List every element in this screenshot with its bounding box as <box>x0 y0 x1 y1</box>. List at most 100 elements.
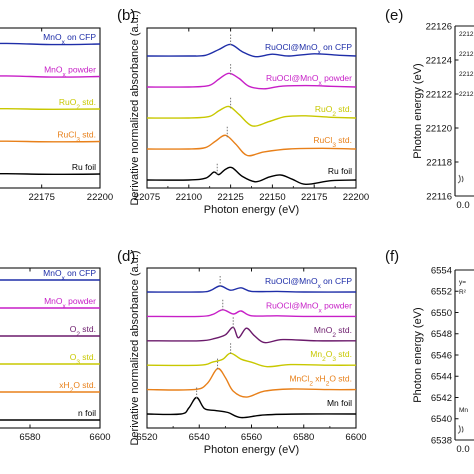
series-label: RuOCl@MnOx on CFP <box>265 42 352 56</box>
label-segment: 2 <box>322 356 326 363</box>
series-label: Ru foil <box>72 162 96 172</box>
label-segment: 2 <box>76 104 80 111</box>
series-label: MnOx on CFP <box>43 268 96 282</box>
label-segment: Mn foil <box>327 398 352 408</box>
x-tick-label: 22175 <box>301 192 327 203</box>
series-label: Ru foil <box>328 166 352 176</box>
series-label: RuO2 std. <box>59 97 96 111</box>
label-segment: MnO <box>43 32 62 42</box>
label-segment: MnO <box>314 325 333 335</box>
y-tick-label: 6552 <box>431 287 452 298</box>
label-segment: xH <box>59 380 69 390</box>
label-segment: O <box>326 349 333 359</box>
label-segment: x <box>318 49 322 56</box>
label-segment: on CFP <box>65 32 97 42</box>
label-segment: 2 <box>309 380 313 387</box>
label-segment: x <box>62 39 66 46</box>
panel-letter-d: (d) <box>117 248 135 265</box>
label-segment: std. <box>80 324 96 334</box>
annotation: y= <box>459 279 466 286</box>
annotation: Mn <box>459 407 468 414</box>
label-segment: Mn <box>310 349 322 359</box>
y-tick-label: 22126 <box>426 21 452 32</box>
y-tick-label: 22116 <box>426 191 452 202</box>
series-label: RuCl3 std. <box>313 135 352 149</box>
x-tick-label: 6560 <box>241 432 262 443</box>
x-tick-label: 22150 <box>259 192 285 203</box>
series-line <box>0 75 100 78</box>
series-label: Mn foil <box>327 398 352 408</box>
x-tick-label: 6600 <box>345 432 366 443</box>
y-tick-label: 6554 <box>431 265 452 276</box>
label-segment: x <box>62 275 66 282</box>
label-segment: MnO <box>44 65 63 75</box>
y-axis-label: Derivative normalized absorbance (a.u.) <box>129 250 141 445</box>
series-label: MnOx powder <box>44 296 96 310</box>
label-segment: 3 <box>332 356 336 363</box>
panel-f-plot: 6538 6540 6542 6544 6546 6548 6550 6552 6554 0.0 P… <box>412 265 474 455</box>
label-segment: powder <box>66 65 96 75</box>
label-segment: x <box>319 80 323 87</box>
series-label: MnO2 std. <box>314 325 352 339</box>
series-label: O2 std. <box>70 324 96 338</box>
x-tick-label: 22075 <box>134 192 160 203</box>
label-segment: O std. <box>73 380 96 390</box>
series-label: n foil <box>78 408 96 418</box>
y-tick-label: 22118 <box>426 157 452 168</box>
label-segment: O <box>70 324 77 334</box>
y-tick-label: 22120 <box>426 123 452 134</box>
y-tick-label: 6548 <box>431 329 452 340</box>
label-segment: x <box>319 307 323 314</box>
label-segment: std. <box>80 130 96 140</box>
y-tick-label: 6538 <box>431 435 452 446</box>
label-segment: MnCl <box>289 374 309 384</box>
annotation: 2212 <box>459 51 474 58</box>
axes-frame <box>0 27 101 189</box>
label-segment: 2 <box>326 380 330 387</box>
label-segment: MnO <box>299 276 318 286</box>
label-segment: RuO <box>315 104 333 114</box>
label-segment: x <box>318 283 322 290</box>
annotation: 2212 <box>459 91 474 98</box>
label-segment: MnO <box>43 268 62 278</box>
y-tick-label: 6544 <box>431 372 452 383</box>
label-segment: MnO <box>44 296 63 306</box>
label-segment: RuOCl@ <box>266 300 300 310</box>
series-label: O3 std. <box>70 352 96 366</box>
panel-b-plot: 22075 22100 22125 22150 22175 22200 Photon ene… <box>129 10 369 216</box>
label-segment: 3 <box>332 142 336 149</box>
annotation: 2212 <box>459 71 474 78</box>
label-segment: RuOCl@ <box>265 276 299 286</box>
label-segment: on CFP <box>321 276 353 286</box>
series-line <box>147 43 356 58</box>
y-tick-label: 6542 <box>431 393 452 404</box>
label-segment: on CFP <box>321 42 353 52</box>
y-tick-label: 22122 <box>426 89 452 100</box>
x-axis-label: Photon energy (eV) <box>204 444 299 456</box>
label-segment: O std. <box>329 374 352 384</box>
label-segment: std. <box>336 135 352 145</box>
label-segment: std. <box>336 104 352 114</box>
y-tick-label: 6540 <box>431 414 452 425</box>
series-label: MnCl2 xH2O std. <box>289 374 352 388</box>
label-segment: powder <box>66 296 96 306</box>
x-tick-label: 6540 <box>189 432 210 443</box>
x-tick-label: 6580 <box>19 432 40 443</box>
series-line <box>147 396 356 419</box>
x-tick-label: 22200 <box>87 192 113 203</box>
label-segment: 3 <box>76 136 80 143</box>
series-line <box>0 172 100 176</box>
y-tick-label: 6550 <box>431 308 452 319</box>
label-segment: std. <box>80 97 96 107</box>
x-tick-label: 0.0 <box>456 200 469 211</box>
series-line <box>147 309 356 318</box>
label-segment: 3 <box>76 359 80 366</box>
label-segment: n foil <box>78 408 96 418</box>
series-line <box>147 352 356 368</box>
label-segment: MnO <box>299 42 318 52</box>
label-segment: RuOCl@ <box>266 73 300 83</box>
x-axis-label: Photon energy (eV) <box>204 204 299 216</box>
label-segment: on CFP <box>65 268 97 278</box>
